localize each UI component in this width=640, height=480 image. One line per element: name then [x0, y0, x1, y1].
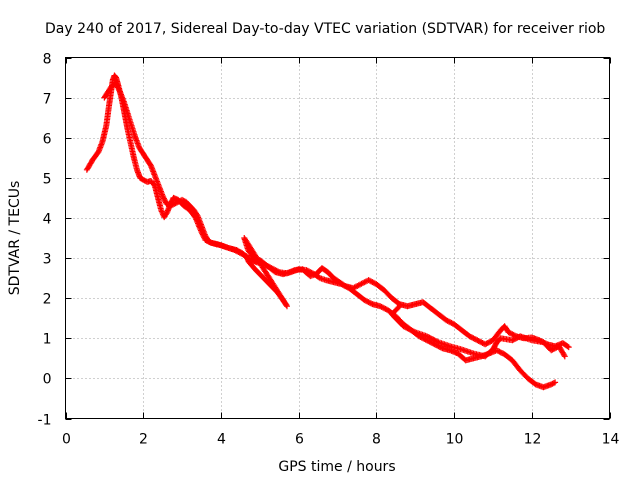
data-point — [561, 353, 568, 360]
y-tick-label: 4 — [43, 212, 52, 228]
data-point — [550, 380, 557, 387]
x-tick-label: 14 — [602, 432, 620, 448]
grid-lines — [65, 57, 610, 419]
y-axis-title: SDTVAR / TECUs — [7, 181, 23, 296]
y-tick-label: -1 — [38, 413, 52, 429]
data-point — [561, 352, 568, 359]
data-point — [162, 198, 169, 205]
data-point — [565, 344, 572, 351]
x-tick-label: 10 — [446, 432, 464, 448]
data-point — [147, 161, 154, 168]
data-point — [159, 192, 166, 199]
data-point — [116, 87, 123, 94]
x-tick-label: 8 — [372, 432, 381, 448]
data-point — [161, 196, 168, 203]
y-tick-label: 3 — [43, 252, 52, 268]
y-tick-label: 6 — [43, 132, 52, 148]
y-axis: -1 0 1 2 3 4 5 6 7 8 — [38, 52, 610, 429]
x-tick-label: 6 — [295, 432, 304, 448]
y-tick-label: 2 — [43, 292, 52, 308]
x-tick-label: 12 — [524, 432, 542, 448]
data-point — [114, 84, 121, 91]
data-point — [113, 80, 120, 87]
chart-title: Day 240 of 2017, Sidereal Day-to-day VTE… — [45, 21, 605, 37]
data-point — [315, 274, 322, 281]
plot-frame — [65, 57, 610, 419]
x-tick-label: 0 — [62, 432, 71, 448]
data-point — [113, 81, 120, 88]
data-point — [163, 210, 170, 217]
data-point — [160, 194, 167, 201]
y-tick-label: 7 — [43, 92, 52, 108]
data-point — [274, 268, 281, 275]
series-track-b — [101, 80, 572, 351]
data-points — [83, 72, 572, 391]
data-point — [114, 83, 121, 90]
data-point — [552, 379, 559, 386]
y-tick-label: 1 — [43, 332, 52, 348]
data-point — [115, 85, 122, 92]
series-track-c — [388, 303, 568, 360]
x-tick-label: 4 — [217, 432, 226, 448]
data-point — [410, 328, 417, 335]
data-point — [193, 211, 200, 218]
x-axis-title: GPS time / hours — [278, 459, 395, 475]
y-tick-label: 0 — [43, 372, 52, 388]
y-tick-label: 8 — [43, 52, 52, 68]
data-point — [434, 338, 441, 345]
x-axis: 0 2 4 6 8 10 12 14 — [62, 57, 620, 448]
data-point — [160, 195, 167, 202]
y-tick-label: 5 — [43, 172, 52, 188]
data-point — [564, 343, 571, 350]
x-tick-label: 2 — [139, 432, 148, 448]
